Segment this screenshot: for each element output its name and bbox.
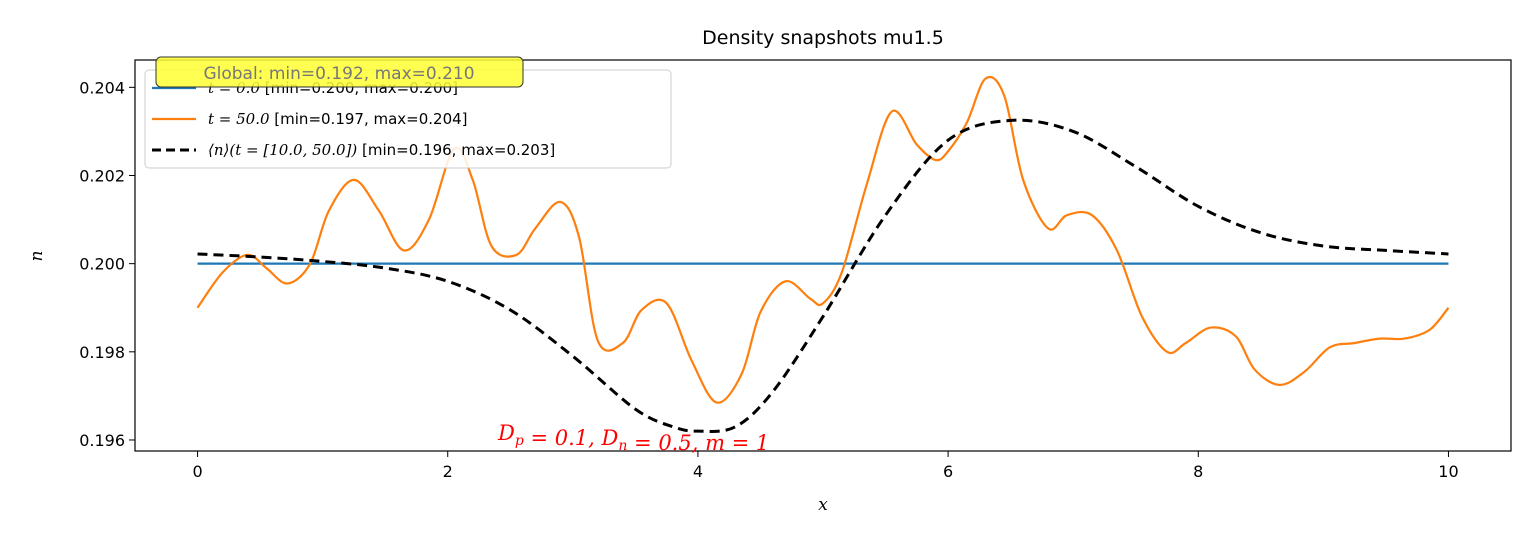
legend-entry-t50-math: t = 50.0 bbox=[208, 110, 270, 128]
y-tick-label: 0.204 bbox=[79, 78, 125, 97]
x-tick-label: 2 bbox=[443, 462, 453, 481]
y-tick-label: 0.202 bbox=[79, 166, 125, 185]
parameter-annotation: Dp = 0.1, Dn = 0.5, m = 1 bbox=[497, 421, 769, 455]
y-tick-label: 0.200 bbox=[79, 255, 125, 274]
y-axis-label: n bbox=[27, 251, 47, 262]
legend-entry-t50-range: [min=0.197, max=0.204] bbox=[270, 110, 468, 128]
y-tick-label: 0.198 bbox=[79, 343, 125, 362]
legend-entry-mean-range: [min=0.196, max=0.203] bbox=[357, 141, 555, 159]
x-axis: 0 2 4 6 8 10 bbox=[192, 451, 1459, 481]
series-line-t50 bbox=[196, 75, 1450, 404]
y-tick-label: 0.196 bbox=[79, 431, 125, 450]
chart-title: Density snapshots mu1.5 bbox=[702, 27, 944, 49]
x-tick-label: 8 bbox=[1193, 462, 1203, 481]
x-tick-label: 0 bbox=[192, 462, 202, 481]
x-tick-label: 10 bbox=[1438, 462, 1458, 481]
global-range-badge: Global: min=0.192, max=0.210 bbox=[155, 56, 524, 88]
y-axis: 0.196 0.198 0.200 0.202 0.204 bbox=[79, 78, 135, 450]
global-range-badge-text: Global: min=0.192, max=0.210 bbox=[203, 64, 474, 84]
x-tick-label: 4 bbox=[693, 462, 703, 481]
global-range-badge-box bbox=[155, 56, 524, 88]
series-line-mean bbox=[197, 118, 1449, 434]
legend-entry-t50: t = 50.0 [min=0.197, max=0.204] bbox=[208, 110, 468, 128]
x-tick-label: 6 bbox=[943, 462, 953, 481]
x-axis-label: x bbox=[818, 495, 828, 515]
legend-entry-mean-math: ⟨n⟩(t = [10.0, 50.0]) bbox=[208, 141, 357, 159]
legend-entry-mean: ⟨n⟩(t = [10.0, 50.0]) [min=0.196, max=0.… bbox=[208, 141, 555, 159]
series-layer bbox=[196, 75, 1450, 434]
